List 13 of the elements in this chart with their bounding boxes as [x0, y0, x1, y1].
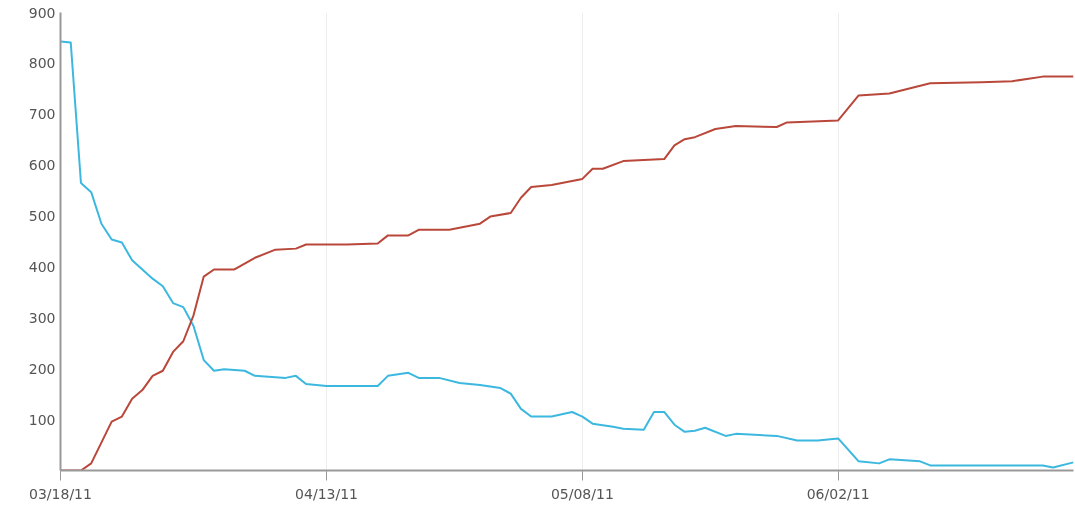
- y-tick-label: 500: [28, 208, 56, 225]
- x-tick-label: 05/08/11: [550, 485, 614, 502]
- y-tick-label: 200: [28, 360, 56, 377]
- x-tick-label: 03/18/11: [29, 485, 92, 502]
- y-tick-label: 300: [28, 309, 56, 326]
- y-tick-label: 100: [28, 411, 56, 428]
- y-tick-label: 900: [28, 4, 56, 21]
- y-tick-label: 600: [28, 157, 56, 174]
- y-tick-label: 700: [28, 106, 56, 123]
- x-tick-label: 04/13/11: [295, 485, 358, 502]
- x-tick-label: 06/02/11: [806, 485, 870, 502]
- y-tick-label: 800: [28, 55, 56, 72]
- y-tick-label: 400: [28, 258, 56, 275]
